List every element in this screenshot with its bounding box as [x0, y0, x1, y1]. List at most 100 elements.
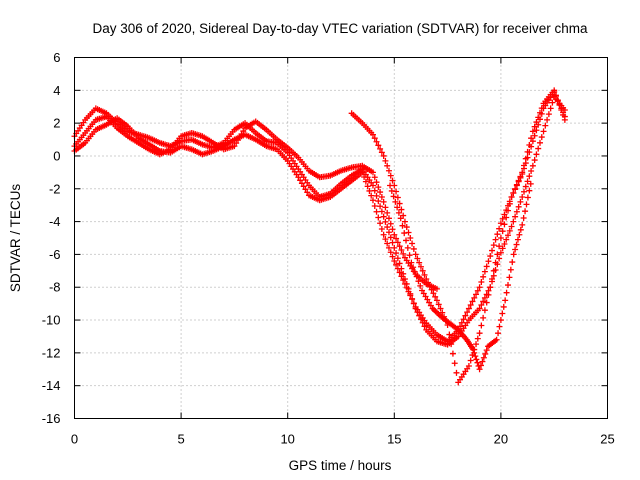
data-point	[485, 291, 492, 298]
series-track-e	[387, 180, 534, 373]
data-point	[526, 187, 533, 194]
data-point	[476, 284, 483, 291]
data-point	[384, 162, 391, 169]
data-point	[494, 251, 501, 258]
data-point	[558, 107, 565, 114]
data-point	[375, 198, 382, 205]
data-point	[295, 174, 302, 181]
data-point	[400, 277, 407, 284]
data-point	[479, 358, 486, 365]
data-point	[549, 99, 556, 106]
data-point	[389, 226, 396, 233]
data-point	[394, 255, 401, 262]
data-point	[419, 287, 426, 294]
data-point	[382, 157, 389, 164]
data-point	[552, 92, 559, 99]
data-point	[408, 259, 415, 266]
data-point	[542, 122, 549, 129]
data-point	[396, 200, 403, 207]
data-point	[462, 312, 469, 319]
x-tick-label: 25	[600, 432, 614, 447]
data-point	[497, 317, 504, 324]
data-point	[501, 241, 508, 248]
data-point	[371, 135, 378, 142]
data-point	[421, 271, 428, 278]
data-point	[389, 177, 396, 184]
data-point	[393, 261, 400, 268]
data-point	[533, 119, 540, 126]
data-point	[535, 145, 542, 152]
data-point	[480, 298, 487, 305]
data-point	[512, 213, 519, 220]
data-point	[424, 296, 431, 303]
data-point	[490, 242, 497, 249]
data-point	[528, 167, 535, 174]
data-point	[426, 283, 433, 290]
data-point	[503, 236, 510, 243]
data-point	[502, 297, 509, 304]
data-point	[428, 286, 435, 293]
data-point	[394, 194, 401, 201]
data-point	[536, 109, 543, 116]
data-point	[487, 284, 494, 291]
data-point	[403, 284, 410, 291]
data-point	[393, 250, 400, 257]
data-point	[474, 287, 481, 294]
data-point	[473, 291, 480, 298]
data-point	[496, 323, 503, 330]
data-point	[387, 182, 394, 189]
data-point	[384, 240, 391, 247]
x-tick-labels: 0 5 10 15 20 25	[71, 432, 615, 447]
data-point	[496, 255, 503, 262]
data-point	[420, 290, 427, 297]
data-point	[378, 149, 385, 156]
data-point	[545, 111, 552, 118]
data-point	[457, 323, 464, 330]
data-point	[401, 230, 408, 237]
data-point	[489, 276, 496, 283]
data-point	[533, 127, 540, 134]
data-point	[544, 116, 551, 123]
data-point	[501, 211, 508, 218]
x-tick-label: 20	[494, 432, 508, 447]
data-point	[410, 300, 417, 307]
data-point	[476, 366, 483, 373]
data-point	[464, 309, 471, 316]
data-point	[366, 187, 373, 194]
data-point	[490, 267, 497, 274]
data-point	[538, 105, 545, 112]
data-point	[404, 244, 411, 251]
data-point	[531, 123, 538, 130]
data-point	[492, 259, 499, 266]
data-point	[401, 280, 408, 287]
data-point	[384, 209, 391, 216]
data-point	[410, 245, 417, 252]
data-point	[510, 251, 517, 258]
data-point	[406, 252, 413, 259]
data-point	[236, 134, 243, 141]
data-point	[513, 208, 520, 215]
data-point	[536, 139, 543, 146]
data-point	[531, 157, 538, 164]
data-point	[527, 180, 534, 187]
data-point	[389, 239, 396, 246]
y-tick-label: -14	[42, 378, 61, 393]
data-point	[430, 290, 437, 297]
series-track-a	[71, 93, 568, 348]
data-point	[517, 198, 524, 205]
y-tick-label: -8	[49, 280, 61, 295]
data-point	[385, 244, 392, 251]
data-point	[415, 278, 422, 285]
data-point	[506, 227, 513, 234]
data-point	[519, 169, 526, 176]
data-point	[512, 185, 519, 192]
data-point	[469, 298, 476, 305]
data-point	[517, 226, 524, 233]
data-point	[368, 192, 375, 199]
plot-frame	[74, 57, 608, 419]
data-point	[403, 224, 410, 231]
data-point	[398, 206, 405, 213]
data-point	[392, 198, 399, 205]
data-point	[465, 305, 472, 312]
